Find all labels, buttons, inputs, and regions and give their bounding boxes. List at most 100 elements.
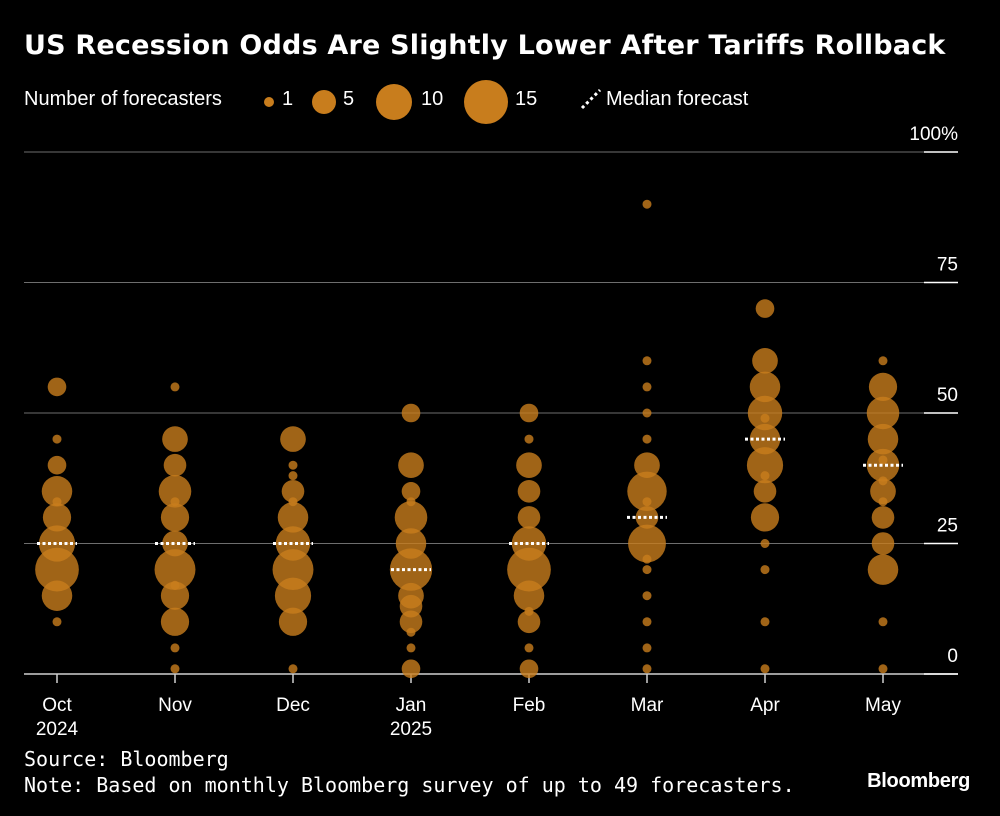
bubble-point	[507, 547, 551, 592]
legend-size-5: 5	[343, 88, 355, 110]
bubble-point	[52, 434, 62, 444]
y-tick-label: 0	[947, 646, 958, 667]
bubble-point	[401, 481, 421, 501]
bubble-point	[516, 452, 542, 479]
bubble-point	[513, 580, 545, 611]
legend-size-10: 10	[421, 88, 444, 110]
bubble-point	[878, 356, 888, 366]
bubble-point	[642, 199, 652, 209]
bubble-point	[517, 479, 541, 503]
bubble-point	[160, 503, 190, 532]
bubble-point	[278, 607, 308, 636]
bubbles	[35, 199, 900, 679]
bubble-point	[642, 565, 652, 575]
bubble-point	[288, 497, 298, 507]
bubble-point	[642, 591, 652, 601]
bubble-point	[158, 475, 192, 508]
bubble-point	[517, 610, 541, 634]
bubble-point	[867, 423, 899, 455]
bubble-point	[760, 539, 770, 548]
bubble-point	[867, 554, 899, 585]
bubble-point	[170, 497, 180, 507]
bubble-point	[170, 382, 180, 392]
bubble-point	[642, 382, 652, 392]
bubble-point	[524, 434, 534, 444]
legend-bubble-5	[312, 90, 336, 114]
x-tick-label: Mar	[631, 695, 664, 716]
x-tick-year-label: 2025	[390, 719, 432, 740]
bubble-point	[281, 479, 305, 503]
bubble-point	[750, 503, 780, 532]
bubble-point	[38, 525, 76, 562]
bubble-point	[755, 299, 775, 318]
bubble-point	[398, 452, 424, 479]
bubble-point	[154, 549, 196, 591]
bubble-point	[878, 497, 888, 507]
legend-size-1: 1	[282, 88, 294, 110]
bubble-point	[878, 476, 888, 486]
bubble-point	[394, 501, 428, 534]
bubble-point	[399, 594, 423, 618]
bubble-point	[406, 497, 416, 507]
bubble-point	[760, 617, 770, 627]
bubble-point	[642, 554, 652, 564]
bubble-point	[35, 547, 79, 592]
bubble-point	[47, 377, 67, 397]
bubble-point	[406, 627, 416, 637]
bubble-point	[170, 664, 180, 674]
median-markers	[37, 437, 903, 572]
legend-bubble-10	[376, 84, 412, 120]
bubble-point	[642, 643, 652, 653]
bubble-point	[871, 532, 895, 555]
bubble-point	[274, 577, 312, 614]
bubble-point	[642, 408, 652, 418]
bubble-point	[162, 530, 188, 557]
y-tick-label: 100%	[909, 124, 958, 145]
bubble-point	[170, 643, 180, 653]
bubble-point	[642, 356, 652, 366]
bubble-point	[524, 643, 534, 653]
bubble-point	[41, 580, 73, 611]
x-tick-label: Jan	[396, 695, 427, 716]
legend: Number of forecasters 1 5 10 15 Median f…	[24, 80, 984, 124]
bubble-point	[170, 580, 180, 590]
y-tick-label: 50	[937, 385, 958, 406]
bubble-point	[288, 460, 298, 470]
bubble-point	[635, 506, 659, 529]
bubble-point	[401, 403, 421, 423]
footer-notes: Source: Bloomberg Note: Based on monthly…	[24, 746, 795, 798]
source-text: Source: Bloomberg	[24, 747, 229, 771]
bubble-point	[41, 476, 73, 507]
bubble-point	[628, 524, 666, 563]
bubble-point	[752, 347, 778, 374]
bubble-point	[749, 371, 781, 403]
bubble-point	[866, 396, 900, 430]
bubble-point	[511, 526, 547, 561]
bubble-point	[288, 664, 298, 674]
bubble-point	[746, 447, 784, 484]
bubble-point	[160, 581, 190, 610]
bubble-point	[753, 479, 777, 503]
x-tick-label: Nov	[158, 695, 192, 716]
bubble-point	[870, 478, 896, 505]
legend-bubble-1	[264, 97, 274, 107]
bubble-point	[642, 497, 652, 507]
bubble-point	[760, 664, 770, 674]
bubble-point	[42, 503, 72, 532]
bubble-point	[760, 565, 770, 575]
bubble-point	[272, 549, 314, 591]
bubble-point	[627, 471, 667, 512]
bubble-point	[519, 659, 539, 679]
bubble-point	[277, 502, 309, 533]
bubble-point	[47, 455, 67, 475]
bubble-point	[406, 643, 416, 653]
bubble-point	[871, 506, 895, 529]
bubble-point	[866, 448, 900, 482]
bubble-point	[160, 607, 190, 636]
bubble-point	[389, 548, 433, 591]
bubble-point	[760, 413, 770, 423]
note-text: Note: Based on monthly Bloomberg survey …	[24, 773, 795, 797]
bubble-point	[52, 497, 62, 507]
bubble-point	[524, 606, 534, 616]
bubble-point	[878, 455, 888, 465]
